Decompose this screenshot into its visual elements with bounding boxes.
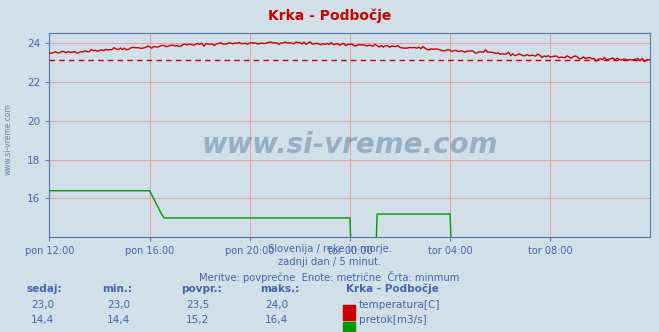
Text: www.si-vreme.com: www.si-vreme.com (202, 131, 498, 159)
Text: 23,0: 23,0 (31, 300, 55, 310)
Text: Krka - Podbočje: Krka - Podbočje (346, 284, 439, 294)
Text: 14,4: 14,4 (107, 315, 130, 325)
Text: pretok[m3/s]: pretok[m3/s] (359, 315, 427, 325)
Text: Meritve: povprečne  Enote: metrične  Črta: minmum: Meritve: povprečne Enote: metrične Črta:… (199, 271, 460, 283)
Text: 14,4: 14,4 (31, 315, 55, 325)
Text: 23,0: 23,0 (107, 300, 130, 310)
Text: 24,0: 24,0 (265, 300, 289, 310)
Text: sedaj:: sedaj: (26, 284, 62, 294)
Text: min.:: min.: (102, 284, 132, 294)
Text: 16,4: 16,4 (265, 315, 289, 325)
Text: maks.:: maks.: (260, 284, 300, 294)
Text: temperatura[C]: temperatura[C] (359, 300, 441, 310)
Text: zadnji dan / 5 minut.: zadnji dan / 5 minut. (278, 257, 381, 267)
Text: 15,2: 15,2 (186, 315, 210, 325)
Text: povpr.:: povpr.: (181, 284, 222, 294)
Text: Slovenija / reke in morje.: Slovenija / reke in morje. (268, 244, 391, 254)
Text: www.si-vreme.com: www.si-vreme.com (3, 104, 13, 175)
Text: 23,5: 23,5 (186, 300, 210, 310)
Text: Krka - Podbočje: Krka - Podbočje (268, 8, 391, 23)
